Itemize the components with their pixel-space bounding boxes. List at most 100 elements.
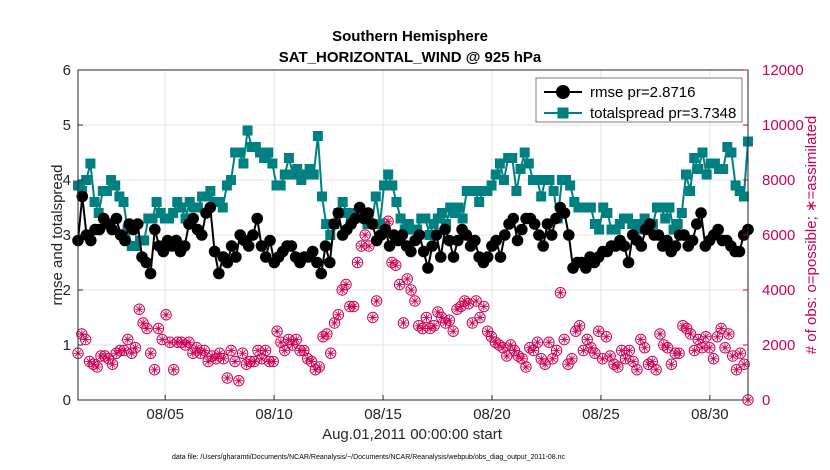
rmse-point: [110, 212, 123, 225]
totalspread-point: [722, 142, 733, 152]
legend-spread-label: totalspread pr=3.7348: [590, 105, 736, 122]
obs-marker: [478, 300, 490, 313]
x-tick-label: 08/05: [146, 406, 184, 423]
rmse-point: [204, 201, 217, 214]
totalspread-point: [494, 158, 505, 169]
totalspread-point: [213, 197, 224, 207]
totalspread-point: [296, 175, 307, 185]
obs-marker: [401, 273, 413, 285]
rmse-point: [550, 212, 562, 225]
totalspread-point: [627, 219, 638, 229]
rmse-point: [149, 223, 161, 236]
chart-title: Southern Hemisphere: [332, 28, 488, 45]
rmse-point: [481, 251, 494, 263]
obs-marker: [351, 256, 364, 269]
totalspread-point: [304, 164, 315, 174]
y-tick-label: 4: [63, 172, 71, 189]
x-axis-label: Aug.01,2011 00:00:00 start: [322, 426, 503, 443]
obs-marker: [600, 331, 613, 343]
totalspread-point: [147, 213, 158, 224]
totalspread-point: [395, 213, 406, 224]
y-axis-ticks: 0 1 2 3 4 5 6: [63, 62, 83, 409]
obs-marker: [141, 322, 153, 335]
obs-marker: [665, 358, 678, 370]
totalspread-point: [602, 208, 613, 218]
totalspread-point: [205, 186, 216, 196]
obs-marker: [79, 333, 92, 346]
totalspread-point: [424, 230, 435, 240]
rmse-point: [447, 251, 460, 263]
totalspread-point: [325, 230, 336, 240]
obs-marker: [370, 295, 383, 307]
rmse-point: [690, 218, 703, 230]
totalspread-point: [428, 219, 439, 229]
totalspread-point: [457, 213, 468, 224]
totalspread-point: [399, 224, 410, 235]
rmse-point: [251, 212, 264, 225]
obs-marker: [573, 320, 586, 332]
rmse-point: [362, 207, 374, 219]
totalspread-point: [664, 202, 675, 213]
totalspread-point: [532, 175, 543, 185]
y2-tick-label: 12000: [762, 62, 804, 79]
obs-marker: [271, 325, 283, 337]
obs-marker: [577, 344, 590, 357]
obs-marker: [650, 364, 662, 376]
obs-marker: [279, 344, 291, 357]
totalspread-point: [631, 224, 642, 235]
totalspread-point: [614, 219, 625, 229]
totalspread-point: [226, 175, 237, 185]
totalspread-point: [734, 186, 745, 196]
totalspread-point: [283, 153, 294, 163]
footnote: data file: /Users/gharamti/Documents/NCA…: [172, 454, 566, 461]
totalspread-point: [379, 180, 390, 191]
obs-marker: [229, 355, 241, 368]
totalspread-point: [445, 202, 456, 213]
obs-marker: [501, 350, 513, 362]
rmse-point: [417, 245, 430, 258]
obs-marker: [236, 347, 249, 359]
totalspread-point: [523, 158, 534, 169]
totalspread-point: [548, 186, 559, 196]
obs-marker: [661, 342, 674, 354]
totalspread-point: [639, 213, 650, 224]
obs-marker: [466, 317, 479, 329]
legend-spread-marker: [557, 107, 569, 119]
obs-marker: [267, 355, 279, 368]
totalspread-point: [114, 191, 125, 202]
rmse-point: [434, 251, 447, 263]
rmse-point: [490, 234, 503, 247]
rmse-point: [533, 229, 545, 241]
rmse-point: [247, 229, 259, 241]
rmse-point: [661, 234, 673, 247]
rmse-point: [93, 223, 106, 236]
obs-marker: [516, 353, 528, 365]
totalspread-point: [317, 191, 328, 202]
obs-marker: [168, 364, 180, 376]
y2-tick-label: 10000: [762, 117, 804, 134]
totalspread-point: [623, 213, 634, 224]
obs-marker: [550, 344, 563, 357]
rmse-point: [396, 229, 409, 241]
obs-marker: [129, 342, 142, 354]
rmse-point: [187, 212, 200, 225]
obs-marker: [183, 336, 195, 348]
rmse-point: [695, 207, 707, 219]
obs-marker: [152, 322, 165, 335]
totalspread-point: [259, 153, 270, 163]
rmse-point: [208, 245, 221, 258]
totalspread-point: [474, 197, 485, 207]
totalspread-point: [693, 164, 704, 174]
totalspread-point: [685, 186, 696, 196]
rmse-point: [328, 218, 340, 230]
obs-marker: [635, 333, 647, 346]
obs-marker: [420, 311, 433, 324]
legend-rmse-marker: [556, 85, 570, 99]
obs-marker: [428, 320, 440, 332]
rmse-point: [652, 229, 665, 241]
x-tick-label: 08/10: [255, 406, 293, 423]
totalspread-point: [118, 197, 129, 207]
rmse-point: [106, 223, 118, 236]
totalspread-point: [689, 153, 700, 163]
rmse-point: [131, 218, 144, 230]
